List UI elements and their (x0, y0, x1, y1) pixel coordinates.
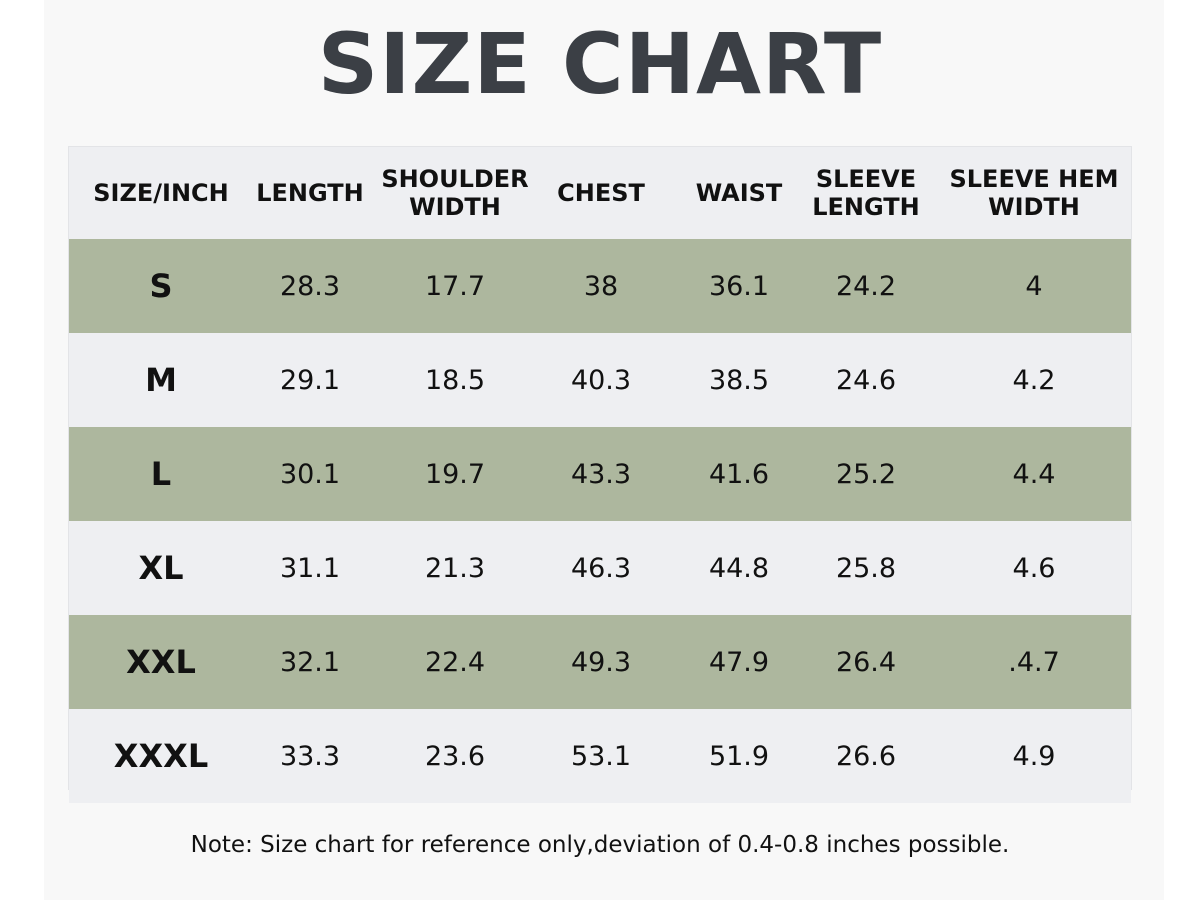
size-label-cell: XL (138, 549, 184, 587)
measurement-cell-sleeve-length: 24.6 (835, 364, 897, 396)
measurement-cell-sleeve-length: 25.2 (835, 458, 897, 490)
measurement-cell-waist: 44.8 (708, 552, 770, 584)
measurement-cell-waist: 41.6 (708, 458, 770, 490)
column-header-sleeve-hem-width: SLEEVE HEM WIDTH (949, 165, 1119, 221)
measurement-cell-shoulder-width: 23.6 (424, 740, 486, 772)
measurement-cell-sleeve-hem-width: 4.6 (1012, 552, 1056, 584)
measurement-cell-shoulder-width: 18.5 (424, 364, 486, 396)
measurement-cell-sleeve-hem-width: 4.9 (1012, 740, 1056, 772)
size-label-cell: L (150, 455, 172, 493)
column-header-length: LENGTH (256, 179, 364, 207)
measurement-cell-sleeve-hem-width: 4 (1025, 270, 1043, 302)
measurement-cell-length: 32.1 (279, 646, 341, 678)
measurement-cell-chest: 38 (583, 270, 619, 302)
measurement-cell-chest: 49.3 (570, 646, 632, 678)
measurement-cell-sleeve-length: 26.6 (835, 740, 897, 772)
page-title: SIZE CHART (317, 15, 883, 113)
size-label-cell: M (145, 361, 177, 399)
size-label-cell: XXXL (113, 737, 209, 775)
table-row: XXXL 33.3 23.6 53.1 51.9 26.6 4.9 (69, 709, 1131, 803)
measurement-cell-chest: 53.1 (570, 740, 632, 772)
column-header-shoulder-width: SHOULDER WIDTH (381, 165, 529, 221)
measurement-cell-shoulder-width: 21.3 (424, 552, 486, 584)
table-row: XL 31.1 21.3 46.3 44.8 25.8 4.6 (69, 521, 1131, 615)
measurement-cell-shoulder-width: 17.7 (424, 270, 486, 302)
measurement-cell-waist: 38.5 (708, 364, 770, 396)
column-header-size-inch: SIZE/INCH (93, 179, 229, 207)
column-header-waist: WAIST (695, 179, 783, 207)
measurement-cell-length: 28.3 (279, 270, 341, 302)
measurement-cell-chest: 46.3 (570, 552, 632, 584)
measurement-cell-shoulder-width: 19.7 (424, 458, 486, 490)
column-header-sleeve-length: SLEEVE LENGTH (812, 165, 920, 221)
measurement-cell-length: 33.3 (279, 740, 341, 772)
measurement-cell-length: 30.1 (279, 458, 341, 490)
measurement-cell-waist: 36.1 (708, 270, 770, 302)
measurement-cell-waist: 47.9 (708, 646, 770, 678)
measurement-cell-sleeve-hem-width: 4.2 (1012, 364, 1056, 396)
footnote: Note: Size chart for reference only,devi… (190, 832, 1010, 858)
measurement-cell-waist: 51.9 (708, 740, 770, 772)
measurement-cell-sleeve-length: 25.8 (835, 552, 897, 584)
measurement-cell-length: 31.1 (279, 552, 341, 584)
measurement-cell-shoulder-width: 22.4 (424, 646, 486, 678)
measurement-cell-sleeve-hem-width: .4.7 (1008, 646, 1060, 678)
measurement-cell-chest: 40.3 (570, 364, 632, 396)
measurement-cell-sleeve-length: 26.4 (835, 646, 897, 678)
measurement-cell-length: 29.1 (279, 364, 341, 396)
table-row: XXL 32.1 22.4 49.3 47.9 26.4 .4.7 (69, 615, 1131, 709)
column-header-chest: CHEST (557, 179, 645, 207)
size-label-cell: S (149, 267, 173, 305)
table-row: S 28.3 17.7 38 36.1 24.2 4 (69, 239, 1131, 333)
table-row: L 30.1 19.7 43.3 41.6 25.2 4.4 (69, 427, 1131, 521)
table-row: M 29.1 18.5 40.3 38.5 24.6 4.2 (69, 333, 1131, 427)
measurement-cell-sleeve-hem-width: 4.4 (1012, 458, 1056, 490)
table-header-row: SIZE/INCH LENGTH SHOULDER WIDTH CHEST WAIST S… (69, 147, 1131, 239)
measurement-cell-chest: 43.3 (570, 458, 632, 490)
measurement-cell-sleeve-length: 24.2 (835, 270, 897, 302)
size-table: SIZE/INCH LENGTH SHOULDER WIDTH CHEST WAIST S… (68, 146, 1132, 803)
size-label-cell: XXL (126, 643, 196, 681)
